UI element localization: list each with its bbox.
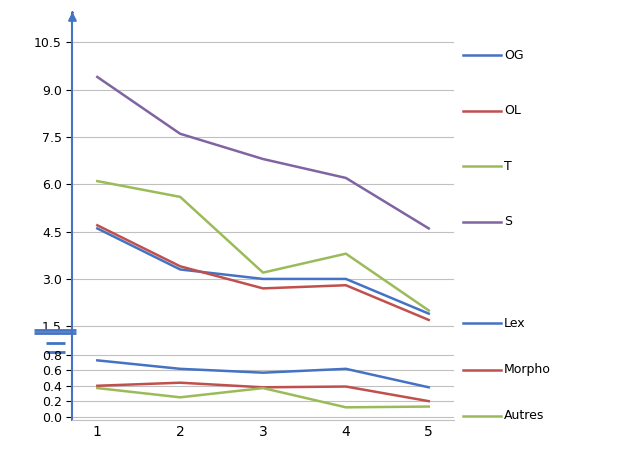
Text: Autres: Autres	[504, 409, 544, 422]
Text: S: S	[504, 215, 512, 228]
Text: Lex: Lex	[504, 317, 525, 330]
Text: Morpho: Morpho	[504, 363, 551, 376]
Text: OG: OG	[504, 49, 524, 62]
Text: T: T	[504, 160, 512, 173]
Text: OL: OL	[504, 104, 521, 117]
